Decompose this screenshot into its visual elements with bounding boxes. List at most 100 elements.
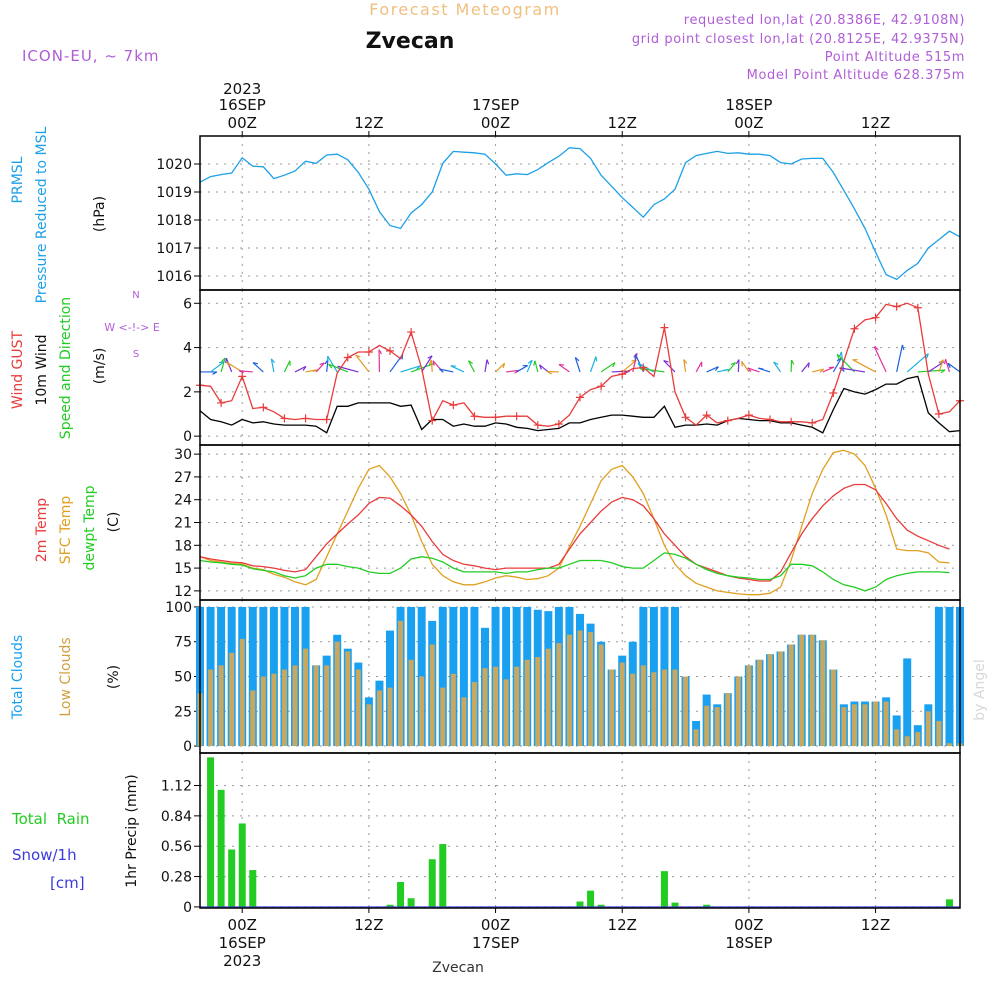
low-cloud-bar: [240, 639, 245, 746]
temperature-ytick-label: 30: [174, 447, 192, 463]
wind-arrow: [742, 361, 749, 372]
precip-bar: [946, 899, 953, 907]
precip-bar: [397, 882, 404, 907]
precip-bar: [439, 844, 446, 907]
wind-arrow-head: [487, 360, 489, 365]
wind-gust-marker: [808, 419, 816, 427]
total-clouds-label: Total Clouds: [10, 635, 26, 720]
low-cloud-bar: [388, 688, 393, 746]
wind-gust-marker: [829, 389, 837, 397]
low-cloud-bar: [556, 643, 561, 746]
low-cloud-bar: [936, 721, 941, 746]
precip-bar: [207, 757, 214, 907]
wind-gust-marker: [513, 412, 521, 420]
low-cloud-bar: [609, 670, 614, 747]
wind-arrow: [664, 361, 675, 372]
precip-bar: [228, 849, 235, 906]
wind-gust-marker: [766, 416, 774, 424]
low-cloud-bar: [599, 645, 604, 747]
precip-bar: [577, 901, 584, 906]
time-label-bottom: 00Z: [734, 916, 763, 934]
wind-gust-marker: [365, 348, 373, 356]
total-cloud-bar: [903, 658, 911, 746]
low-cloud-bar: [641, 665, 646, 746]
wind-arrow-head: [534, 361, 535, 366]
low-cloud-bar: [673, 670, 678, 747]
precip-ytick-label: 0.56: [161, 839, 192, 855]
wind-arrow-head: [902, 345, 903, 350]
low-cloud-bar: [905, 736, 910, 746]
wind-10m-label: 10m Wind: [34, 334, 50, 405]
wind-gust-marker: [787, 418, 795, 426]
wind-gust-marker: [492, 413, 500, 421]
low-cloud-bar: [926, 711, 931, 746]
low-cloud-bar: [852, 704, 857, 746]
precip-ytick-label: 0: [183, 900, 192, 916]
wind-gust-marker: [407, 328, 415, 336]
wind-frame: [200, 290, 960, 445]
wind-arrow: [517, 366, 528, 372]
clouds-ytick-label: 25: [174, 704, 192, 720]
footer-location: Zvecan: [432, 960, 484, 976]
precip-bar: [239, 823, 246, 906]
low-cloud-bar: [715, 707, 720, 746]
low-cloud-bar: [884, 702, 889, 747]
wind-ytick-label: 0: [183, 429, 192, 445]
low-cloud-bar: [314, 665, 319, 746]
requested-location: requested lon,lat (20.8386E, 42.9108N): [684, 13, 965, 28]
pressure-unit: (hPa): [92, 196, 108, 232]
low-cloud-bar: [409, 660, 414, 746]
wind-arrow: [559, 365, 570, 372]
low-cloud-bar: [651, 672, 656, 746]
wind-gust-marker: [280, 414, 288, 422]
low-cloud-bar: [356, 670, 361, 747]
time-label-top: 00Z: [481, 114, 510, 132]
pressure-line: [200, 148, 960, 280]
low-cloud-bar: [525, 660, 530, 746]
low-cloud-bar: [282, 670, 287, 747]
low-cloud-bar: [841, 707, 846, 746]
compass-west-east: W <-!-> E: [104, 321, 160, 334]
point-altitude: Point Altitude 515m: [825, 50, 965, 65]
precip-unit: 1hr Precip (mm): [124, 774, 140, 887]
temperature-ytick-label: 15: [174, 561, 192, 577]
low-cloud-bar: [493, 667, 498, 746]
wind-arrow: [431, 360, 432, 372]
time-label-top: 12Z: [354, 114, 383, 132]
time-label-bottom: 12Z: [608, 916, 637, 934]
low-cloud-bar: [451, 674, 456, 746]
low-cloud-bar: [208, 670, 213, 747]
precip-panel-labels: Total Rain Snow/1h [cm] 1hr Precip (mm): [11, 774, 140, 892]
wind-arrow-head: [219, 362, 224, 363]
time-label-top: 00Z: [228, 114, 257, 132]
low-cloud-bar: [345, 651, 350, 746]
wind-arrow: [253, 363, 263, 372]
date-label-top: 17SEP: [472, 96, 519, 114]
low-cloud-bar: [863, 704, 868, 746]
wind-arrow: [897, 345, 903, 372]
snow-label: Snow/1h: [12, 846, 77, 864]
low-cloud-bar: [419, 677, 424, 747]
watermark: by Angel: [972, 659, 988, 720]
wind-arrow-head: [724, 369, 729, 370]
wind-arrow: [284, 361, 289, 372]
low-cloud-bar: [789, 645, 794, 747]
chart-title: Forecast Meteogram: [369, 0, 560, 19]
low-cloud-bar: [229, 653, 234, 746]
low-cloud-bar: [683, 677, 688, 747]
wind-panel-labels: Wind GUST 10m Wind Speed and Direction (…: [10, 290, 160, 439]
model-label: ICON-EU, ~ 7km: [22, 47, 160, 65]
low-cloud-bar: [335, 642, 340, 746]
low-cloud-bar: [461, 697, 466, 746]
grid-point-location: grid point closest lon,lat (20.8125E, 42…: [632, 32, 965, 47]
wind-arrow: [485, 360, 487, 372]
wind-gust-marker: [745, 411, 753, 419]
compass-north: N: [132, 290, 139, 301]
pressure-ytick-label: 1016: [156, 269, 192, 285]
low-cloud-bar: [831, 670, 836, 747]
wind-gust-marker: [660, 324, 668, 332]
wind-arrow: [601, 363, 615, 372]
low-cloud-bar: [630, 674, 635, 746]
